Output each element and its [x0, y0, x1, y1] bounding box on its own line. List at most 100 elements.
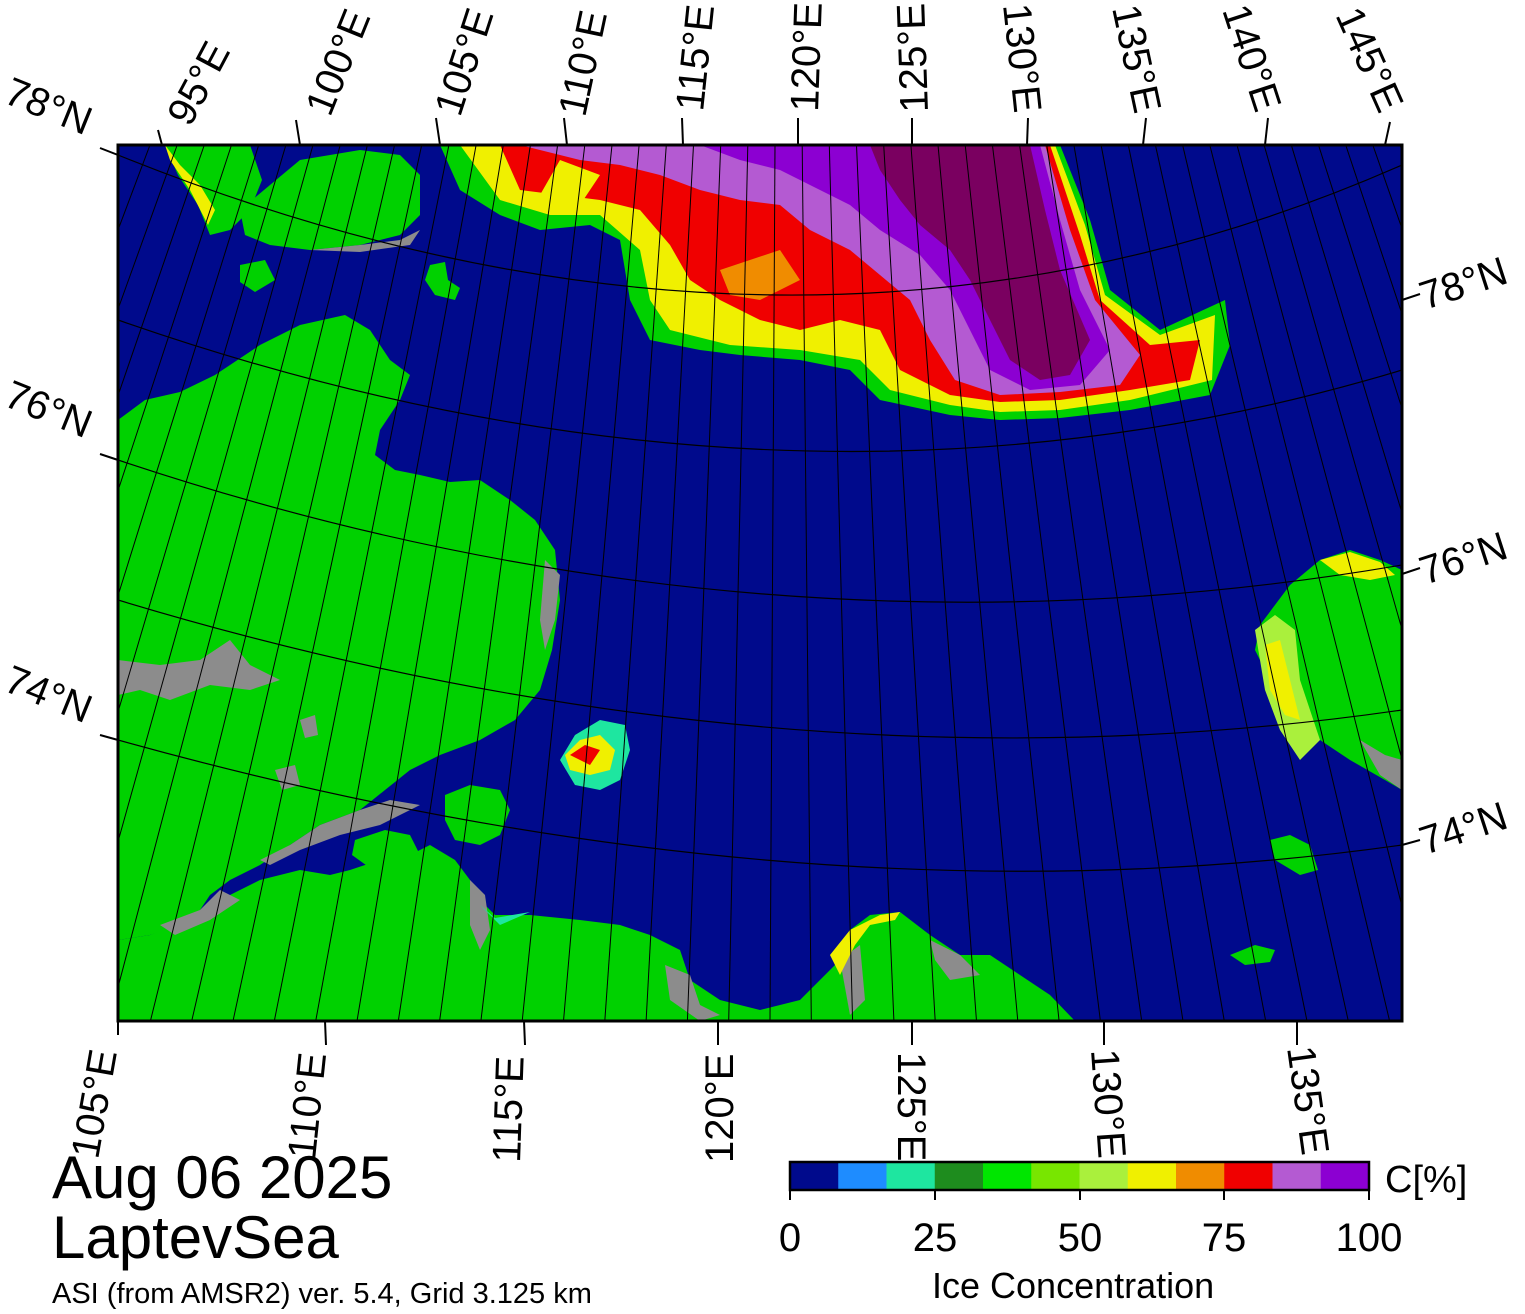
meridian-line — [1290, 145, 1402, 515]
bottom-lon-ticks — [117, 1020, 1298, 1046]
siberian-mainland — [118, 845, 1075, 1021]
colorbar-title: Ice Concentration — [932, 1265, 1215, 1306]
top-lon-labels: 95°E 100°E 105°E 110°E 115°E 120°E 125°E… — [159, 0, 1411, 132]
colorbar-swatch — [1320, 1162, 1370, 1190]
meridian-line — [1236, 145, 1402, 762]
meridian-line — [1127, 145, 1308, 1021]
colorbar-swatch — [1272, 1162, 1322, 1190]
top-lon-label: 105°E — [427, 3, 503, 121]
meridian-line — [118, 145, 287, 714]
new-siberian-islands — [1230, 550, 1402, 965]
top-lon-label: 95°E — [159, 35, 239, 133]
ice-patch — [560, 720, 630, 790]
meridian-line — [1019, 145, 1143, 1021]
meridian-line — [118, 145, 314, 844]
meridian-line — [883, 145, 936, 1021]
meridian-line — [604, 145, 667, 1021]
right-lat-ticks — [1401, 293, 1421, 846]
colorbar-swatch — [838, 1162, 887, 1190]
colorbar-tick-label: 100 — [1335, 1216, 1403, 1260]
meridian-line — [645, 145, 694, 1021]
left-lat-label: 76°N — [0, 373, 98, 447]
meridian-line — [521, 145, 613, 1021]
meridian-line — [1263, 145, 1402, 632]
top-lon-label: 140°E — [1213, 0, 1289, 117]
meridian-line — [118, 145, 178, 311]
meridian-line — [910, 145, 977, 1021]
sea-ice-pack — [440, 145, 1230, 420]
colorbar-swatch — [1224, 1162, 1273, 1190]
colorbar-tick-label: 50 — [1057, 1216, 1103, 1260]
colorbar-swatch — [1127, 1162, 1177, 1190]
map-frame — [116, 143, 1404, 1023]
data-source: ASI (from AMSR2) ver. 5.4, Grid 3.125 km — [52, 1278, 592, 1310]
meridian-line — [801, 145, 812, 1021]
colorbar-ticks — [789, 1190, 1370, 1200]
left-lat-labels: 78°N 76°N 74°N — [0, 70, 98, 732]
colorbar-swatch — [1079, 1162, 1129, 1190]
region-name: LaptevSea — [52, 1204, 339, 1271]
meridian-line — [397, 145, 531, 1021]
colorbar-swatch — [886, 1162, 936, 1190]
bottom-lon-label: 120°E — [698, 1054, 742, 1163]
top-lon-label: 100°E — [298, 3, 380, 121]
top-lon-label: 125°E — [889, 2, 937, 113]
colorbar-tick-label: 25 — [912, 1216, 958, 1260]
meridian-line — [1209, 145, 1402, 909]
meridians — [118, 145, 1402, 1021]
right-lat-label: 76°N — [1414, 524, 1513, 593]
top-lon-label: 135°E — [1103, 1, 1169, 117]
meridian-line — [856, 145, 895, 1021]
meridian-line — [439, 145, 559, 1021]
colorbar-swatch — [1176, 1162, 1225, 1190]
bottom-lon-label: 125°E — [889, 1052, 933, 1161]
colorbar-swatch — [934, 1162, 984, 1190]
taymyr-peninsula — [118, 315, 560, 940]
top-lon-label: 145°E — [1327, 1, 1412, 119]
meridian-line — [356, 145, 504, 1021]
meridian-line — [1154, 145, 1349, 1021]
top-lon-ticks — [157, 117, 1391, 146]
meridian-line — [769, 145, 776, 1021]
bottom-lon-label: 115°E — [485, 1055, 533, 1163]
colorbar — [790, 1162, 1370, 1190]
colorbar-tick-label: 0 — [778, 1216, 802, 1260]
meridian-line — [964, 145, 1060, 1021]
top-lon-label: 115°E — [668, 2, 723, 112]
meridian-line — [1318, 145, 1402, 411]
meridian-line — [563, 145, 640, 1021]
left-lat-label: 74°N — [0, 658, 98, 732]
bottom-lon-label: 130°E — [1082, 1048, 1134, 1160]
top-lon-label: 110°E — [551, 7, 616, 120]
right-lat-label: 78°N — [1414, 249, 1513, 318]
meridian-line — [118, 145, 205, 398]
bottom-lon-label: 135°E — [1278, 1043, 1337, 1157]
meridian-line — [118, 145, 232, 493]
meridian-line — [1182, 145, 1391, 1021]
colorbar-swatch — [983, 1162, 1032, 1190]
meridian-line — [149, 145, 368, 1021]
meridian-line — [118, 145, 260, 598]
meridian-line — [232, 145, 423, 1021]
right-lat-labels: 78°N 76°N 74°N — [1414, 249, 1513, 863]
left-lat-label: 78°N — [0, 70, 98, 144]
map-date: Aug 06 2025 — [52, 1144, 393, 1211]
colorbar-unit: C[%] — [1385, 1159, 1468, 1201]
meridian-line — [686, 145, 722, 1021]
meridian-line — [191, 145, 396, 1021]
meridian-line — [1345, 145, 1402, 316]
colorbar-tick-label: 75 — [1201, 1216, 1247, 1260]
right-lat-label: 74°N — [1414, 794, 1513, 863]
meridian-line — [937, 145, 1019, 1021]
colorbar-swatch — [1031, 1162, 1080, 1190]
meridian-line — [1046, 145, 1184, 1021]
meridian-line — [991, 145, 1101, 1021]
meridian-line — [1100, 145, 1267, 1021]
top-lon-label: 130°E — [994, 1, 1049, 114]
meridian-line — [480, 145, 586, 1021]
colorbar-swatch — [790, 1162, 839, 1190]
meridian-line — [315, 145, 477, 1021]
meridian-line — [828, 145, 854, 1021]
top-lon-label: 120°E — [783, 1, 831, 112]
